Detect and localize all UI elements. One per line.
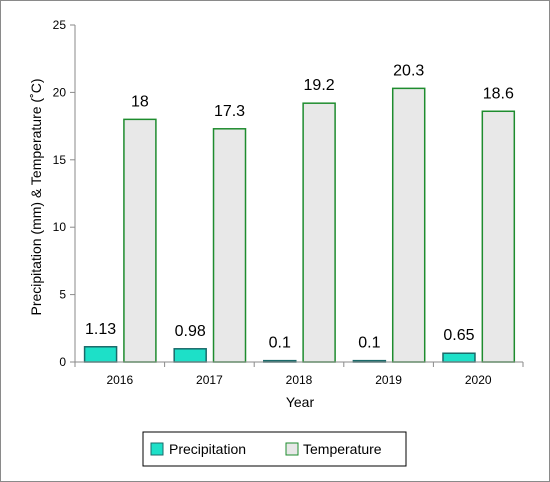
legend-label-temperature: Temperature	[303, 441, 382, 457]
y-tick-label: 5	[59, 288, 66, 302]
data-label-precipitation: 1.13	[85, 321, 116, 338]
x-axis-ticks: 2016 2017 2018 2019 2020	[74, 362, 524, 387]
data-label-temperature: 18	[131, 93, 149, 110]
bar-precipitation	[442, 352, 476, 363]
bar-temperature	[302, 102, 336, 363]
bar-temperature	[391, 87, 426, 363]
data-label-precipitation: 0.98	[175, 323, 206, 340]
bar-temperature	[481, 110, 516, 363]
y-tick-label: 20	[53, 85, 67, 99]
data-label-precipitation: 0.1	[269, 335, 291, 352]
data-labels-group: 1.13 0.98 0.1 0.1 0.65 18 17.3 19.2 20.3 18.6	[85, 62, 514, 351]
x-tick-label: 2016	[106, 373, 133, 387]
bar-precipitation	[173, 348, 207, 363]
bars-group	[83, 87, 516, 363]
y-axis-ticks: 0 5 10 15 20 25	[53, 18, 75, 369]
y-axis-title: Precipitation (mm) & Temperature (˚C)	[28, 78, 44, 315]
y-tick-label: 10	[53, 220, 67, 234]
x-tick-label: 2017	[196, 373, 223, 387]
data-label-temperature: 20.3	[393, 62, 424, 79]
data-label-temperature: 17.3	[214, 103, 245, 120]
x-tick-label: 2020	[465, 373, 492, 387]
bar-temperature	[212, 128, 247, 363]
y-tick-label: 25	[53, 18, 67, 32]
legend: Precipitation Temperature	[142, 431, 407, 467]
data-label-temperature: 18.6	[483, 85, 514, 102]
legend-box	[142, 431, 407, 467]
y-tick-label: 0	[59, 355, 66, 369]
legend-swatch-precipitation	[150, 442, 164, 456]
data-label-precipitation: 0.65	[443, 327, 474, 344]
data-label-precipitation: 0.1	[358, 335, 380, 352]
x-axis-title: Year	[286, 394, 315, 410]
y-tick-label: 15	[53, 153, 67, 167]
x-tick-label: 2018	[286, 373, 313, 387]
legend-swatch-temperature	[285, 442, 299, 456]
data-label-temperature: 19.2	[304, 77, 335, 94]
bar-temperature	[123, 118, 157, 363]
legend-label-precipitation: Precipitation	[169, 441, 246, 457]
bar-precipitation	[83, 346, 118, 363]
x-tick-label: 2019	[375, 373, 402, 387]
